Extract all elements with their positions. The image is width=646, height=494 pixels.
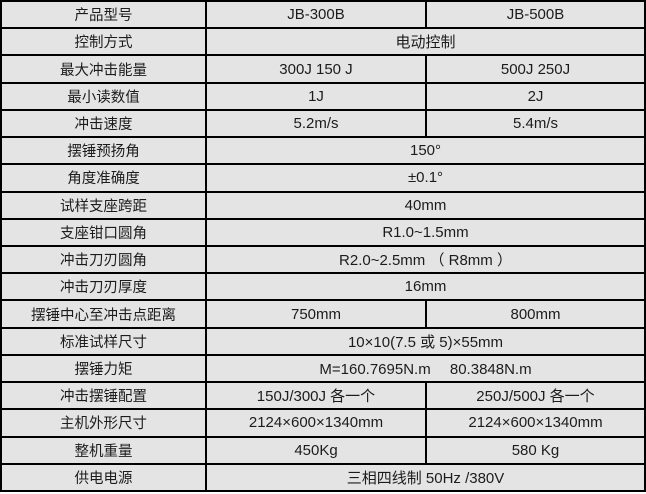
value-model-a: 5.2m/s [205, 108, 427, 139]
value-model-b: 800mm [425, 299, 646, 329]
value-span: 16mm [205, 272, 646, 302]
value-model-b: 500J 250J [425, 54, 646, 84]
value-model-a: 750mm [205, 299, 427, 329]
row-label: 摆锤力矩 [0, 353, 207, 384]
row-label: 冲击刀刃厚度 [0, 272, 207, 302]
spec-row-blade-thickness: 冲击刀刃厚度 16mm [0, 272, 646, 302]
row-label: 整机重量 [0, 435, 207, 465]
row-label: 产品型号 [0, 0, 207, 30]
value-model-b: 580 Kg [425, 435, 646, 465]
value-span: R2.0~2.5mm （ R8mm ） [205, 244, 646, 275]
spec-row-pendulum-center-distance: 摆锤中心至冲击点距离 750mm 800mm [0, 299, 646, 329]
spec-row-support-jaw-fillet: 支座钳口圆角 R1.0~1.5mm [0, 217, 646, 247]
row-label: 冲击摆锤配置 [0, 381, 207, 411]
value-span: 三相四线制 50Hz /380V [205, 462, 646, 493]
spec-row-power-supply: 供电电源 三相四线制 50Hz /380V [0, 462, 646, 493]
row-label: 主机外形尺寸 [0, 408, 207, 438]
spec-row-blade-fillet: 冲击刀刃圆角 R2.0~2.5mm （ R8mm ） [0, 244, 646, 275]
spec-row-pendulum-configuration: 冲击摆锤配置 150J/300J 各一个 250J/500J 各一个 [0, 381, 646, 411]
value-model-b: 2J [425, 81, 646, 111]
value-span: M=160.7695N.m 80.3848N.m [205, 353, 646, 384]
value-model-b: 5.4m/s [425, 108, 646, 139]
value-model-a: 300J 150 J [205, 54, 427, 84]
spec-row-pendulum-pre-raise-angle: 摆锤预扬角 150° [0, 136, 646, 166]
value-model-a: 2124×600×1340mm [205, 408, 427, 438]
value-model-a: 1J [205, 81, 427, 111]
row-label: 摆锤预扬角 [0, 136, 207, 166]
value-span: ±0.1° [205, 163, 646, 193]
value-span: R1.0~1.5mm [205, 217, 646, 247]
spec-row-min-reading: 最小读数值 1J 2J [0, 81, 646, 111]
spec-row-max-impact-energy: 最大冲击能量 300J 150 J 500J 250J [0, 54, 646, 84]
value-span: 10×10(7.5 或 5)×55mm [205, 326, 646, 356]
spec-row-control-mode: 控制方式 电动控制 [0, 27, 646, 57]
spec-row-total-weight: 整机重量 450Kg 580 Kg [0, 435, 646, 465]
row-label: 供电电源 [0, 462, 207, 493]
value-span: 40mm [205, 190, 646, 220]
row-label: 控制方式 [0, 27, 207, 57]
spec-row-standard-specimen-size: 标准试样尺寸 10×10(7.5 或 5)×55mm [0, 326, 646, 356]
value-model-b: 2124×600×1340mm [425, 408, 646, 438]
spec-row-angle-accuracy: 角度准确度 ±0.1° [0, 163, 646, 193]
value-span: 150° [205, 136, 646, 166]
row-label: 标准试样尺寸 [0, 326, 207, 356]
spec-row-product-model: 产品型号 JB-300B JB-500B [0, 0, 646, 30]
row-label: 角度准确度 [0, 163, 207, 193]
value-model-a: JB-300B [205, 0, 427, 30]
row-label: 冲击刀刃圆角 [0, 244, 207, 275]
row-label: 摆锤中心至冲击点距离 [0, 299, 207, 329]
row-label: 试样支座跨距 [0, 190, 207, 220]
row-label: 最小读数值 [0, 81, 207, 111]
value-model-a: 150J/300J 各一个 [205, 381, 427, 411]
row-label: 支座钳口圆角 [0, 217, 207, 247]
spec-row-pendulum-moment: 摆锤力矩 M=160.7695N.m 80.3848N.m [0, 353, 646, 384]
row-label: 冲击速度 [0, 108, 207, 139]
value-span: 电动控制 [205, 27, 646, 57]
value-model-b: JB-500B [425, 0, 646, 30]
spec-row-support-span: 试样支座跨距 40mm [0, 190, 646, 220]
value-model-b: 250J/500J 各一个 [425, 381, 646, 411]
row-label: 最大冲击能量 [0, 54, 207, 84]
spec-row-machine-dimensions: 主机外形尺寸 2124×600×1340mm 2124×600×1340mm [0, 408, 646, 438]
value-model-a: 450Kg [205, 435, 427, 465]
spec-row-impact-speed: 冲击速度 5.2m/s 5.4m/s [0, 108, 646, 139]
